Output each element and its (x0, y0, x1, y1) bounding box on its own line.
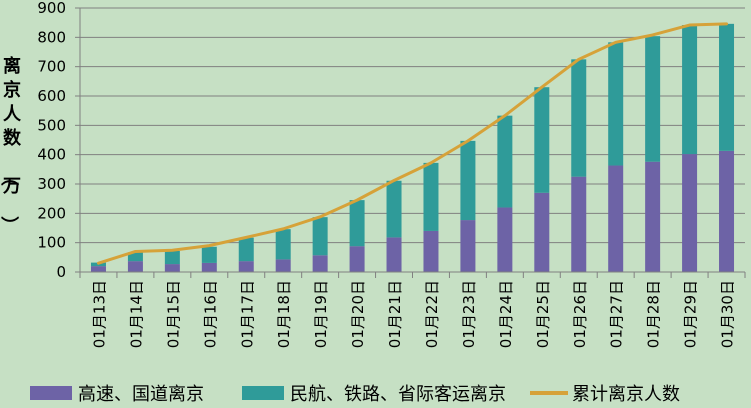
cumulative-line (96, 22, 729, 265)
y-tick-label: 600 (37, 87, 66, 105)
y-tick-label: 900 (37, 0, 66, 17)
bar-highway (497, 207, 513, 272)
y-axis-title: 离京人数 （万 ） (0, 55, 22, 234)
x-tick-label: 01月23日 (460, 280, 478, 348)
legend-rail-air-label: 民航、铁路、省际客运离京 (290, 384, 506, 405)
y-tick-label: 500 (37, 116, 66, 134)
bar-rail-air (645, 36, 661, 162)
y-tick-label: 0 (56, 263, 66, 281)
y-tick-label: 200 (37, 204, 66, 222)
y-tick-label: 100 (37, 234, 66, 252)
bar-rail-air (201, 246, 217, 263)
x-tick-label: 01月28日 (645, 280, 663, 348)
bar-rail-air (386, 180, 402, 238)
x-tick-labels: 01月13日 01月14日 01月15日 01月16日 01月17日 01月18日 01月1… (90, 280, 736, 348)
x-tick-label: 01月24日 (497, 280, 515, 348)
x-tick-label: 01月29日 (682, 280, 700, 348)
cumulative-line-group (96, 22, 729, 265)
legend-highway-label: 高速、国道离京 (78, 384, 204, 405)
x-tick-label: 01月30日 (719, 280, 737, 348)
bar-rail-air (719, 23, 735, 151)
y-axis-title-char: 人 (3, 104, 22, 125)
bar-highway (201, 262, 217, 272)
x-tick-label: 01月14日 (127, 280, 145, 348)
x-tick-label: 01月26日 (571, 280, 589, 348)
bar-rail-air (349, 200, 365, 247)
x-tick-label: 01月15日 (164, 280, 182, 348)
bar-rail-air (534, 87, 550, 193)
bar-highway (275, 259, 291, 272)
bar-highway (312, 255, 328, 272)
y-tick-labels: 0 100 200 300 400 500 600 700 800 900 (37, 0, 66, 281)
y-axis-title-char: ） (0, 216, 19, 234)
x-tick-label: 01月18日 (275, 280, 293, 348)
x-tick-label: 01月21日 (386, 280, 404, 348)
y-axis-title-char: 京 (3, 79, 21, 101)
bars (90, 23, 735, 272)
bar-rail-air (460, 140, 476, 221)
y-tick-label: 700 (37, 58, 66, 76)
x-tick-label: 01月16日 (201, 280, 219, 348)
y-axis-title-char: 数 (3, 127, 22, 149)
bar-rail-air (312, 217, 328, 256)
legend-cumulative-label: 累计离京人数 (572, 384, 680, 405)
legend: 高速、国道离京 民航、铁路、省际客运离京 累计离京人数 (30, 384, 680, 405)
x-tick-label: 01月19日 (312, 280, 330, 348)
gridlines (80, 7, 745, 244)
bar-rail-air (164, 250, 180, 265)
y-axis-title-char: （ (0, 168, 19, 186)
bar-highway (386, 237, 402, 272)
bar-rail-air (608, 42, 624, 166)
legend-rail-air-swatch (242, 386, 284, 400)
bar-highway (460, 220, 476, 272)
x-tick-label: 01月22日 (423, 280, 441, 348)
bar-highway (608, 165, 624, 272)
y-axis-title-char: 离 (3, 55, 21, 77)
bar-highway (719, 150, 735, 272)
bar-rail-air (497, 115, 513, 208)
bar-highway (645, 161, 661, 272)
bar-rail-air (238, 237, 254, 262)
y-axis-label: 离京人数 （万 ） (0, 55, 22, 234)
y-tick-label: 800 (37, 28, 66, 46)
y-tick-label: 400 (37, 146, 66, 164)
y-axis-title-char: 万 (2, 176, 21, 197)
bar-rail-air (127, 252, 143, 262)
bar-rail-air (423, 162, 439, 231)
bar-highway (571, 176, 587, 272)
bar-highway (238, 261, 254, 272)
bar-highway (90, 266, 106, 272)
x-tick-label: 01月25日 (534, 280, 552, 348)
bar-rail-air (275, 229, 291, 260)
bar-highway (682, 154, 698, 272)
bar-rail-air (682, 25, 698, 155)
bar-highway (423, 230, 439, 272)
bar-rail-air (571, 59, 587, 177)
bar-highway (127, 261, 143, 272)
legend-highway-swatch (30, 386, 72, 400)
x-tick-label: 01月20日 (349, 280, 367, 348)
y-tick-label: 300 (37, 175, 66, 193)
x-tick-label: 01月17日 (238, 280, 256, 348)
x-tick-label: 01月27日 (608, 280, 626, 348)
bar-highway (164, 264, 180, 272)
axes (75, 7, 746, 278)
bar-highway (349, 246, 365, 272)
x-tick-label: 01月13日 (90, 280, 108, 348)
bar-highway (534, 192, 550, 272)
